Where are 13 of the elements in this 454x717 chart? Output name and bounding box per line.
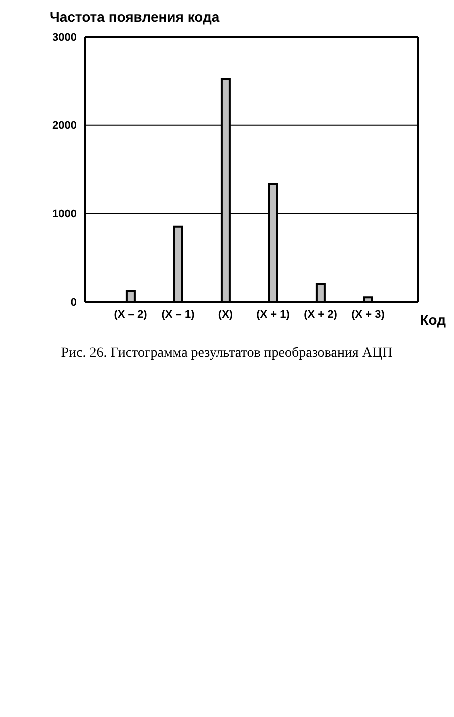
y-tick-label: 1000 [52, 208, 77, 221]
x-tick-label: (X + 1) [256, 308, 290, 321]
x-tick-label: (X – 1) [162, 308, 196, 321]
x-axis-title: Код [420, 312, 446, 328]
text: Рис. 26. Гистограмма результатов преобразования АЦП [60, 346, 394, 362]
x-tick-label: (X – 2) [114, 308, 148, 321]
x-tick-label: (X + 2) [304, 308, 338, 321]
y-tick-label: 0 [70, 296, 77, 309]
y-tick-label: 2000 [52, 120, 77, 132]
y-axis-title: Частота появления кода [50, 8, 221, 27]
y-tick-label: 3000 [52, 32, 77, 44]
x-tick-label: (X + 3) [352, 308, 386, 321]
x-tick-label: (X) [218, 308, 234, 321]
